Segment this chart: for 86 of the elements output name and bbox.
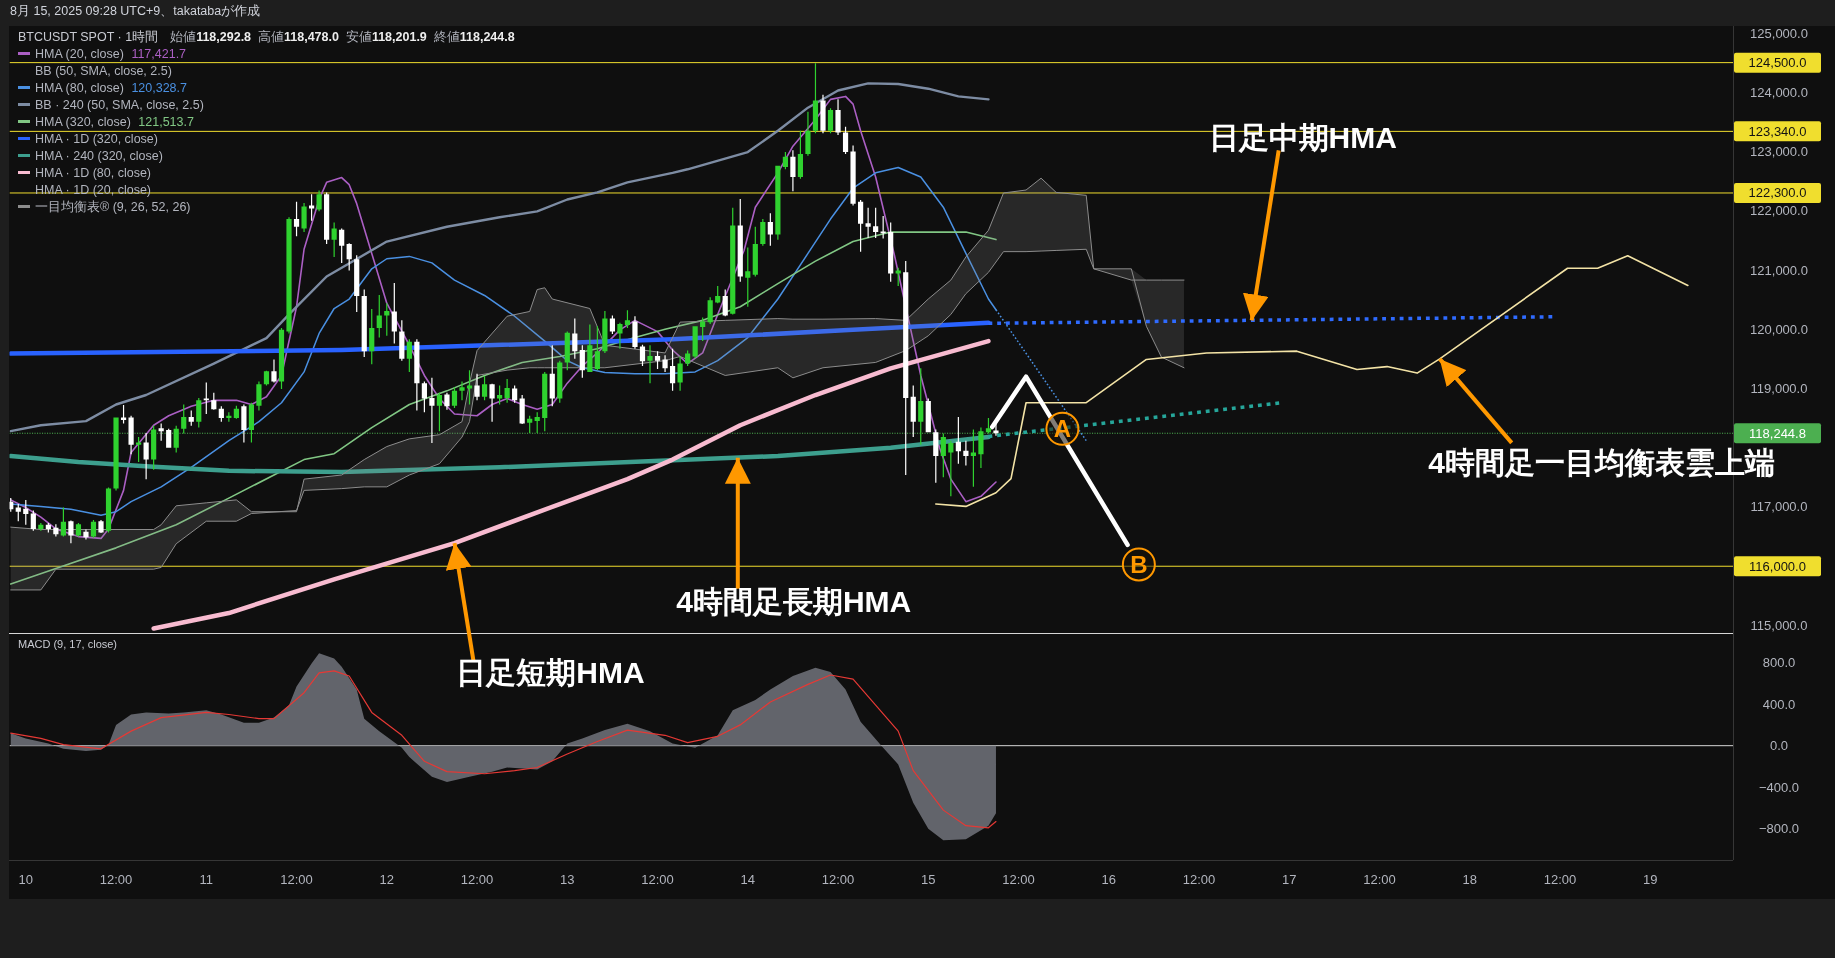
x-tick-label: 11 [199,872,214,887]
y-tick-label: −400.0 [1758,779,1800,795]
x-tick-label: 12:00 [460,872,494,887]
candlestick [647,345,653,384]
candlestick [113,417,119,491]
x-tick-label: 16 [1101,872,1117,887]
x-tick-label: 12:00 [1182,872,1216,887]
x-tick-label: 19 [1643,872,1658,887]
y-tick-label: −800.0 [1758,821,1800,837]
y-tick-label: 0.0 [1769,738,1789,754]
candlestick [662,355,668,372]
candlestick [429,377,435,443]
x-tick-label: 13 [560,872,575,887]
candlestick [128,415,134,455]
y-tick-label: 122,000.0 [1750,203,1808,219]
ref-line-label: 123,340.0 [1748,123,1807,139]
legend-label: 一目均衡表® (9, 26, 52, 26) [35,200,191,214]
candlestick [286,217,292,334]
candlestick [978,427,984,468]
legend-label: HMA (320, close) 121,513.7 [35,115,194,129]
legend-label: HMA · 1D (320, close) [35,132,158,146]
candlestick [301,203,307,233]
annotation: 4時間足長期HMA [676,584,912,618]
x-tick-label: 12:00 [821,872,855,887]
y-tick-label: 119,000.0 [1750,381,1808,396]
candlestick [256,381,262,411]
y-tick-label: 800.0 [1762,655,1796,671]
line-series [9,82,990,433]
line-series [9,231,997,585]
text: 8月 15, 2025 09:28 UTC+9、takatabaが作成 [10,4,261,18]
annotation: A [1053,415,1072,443]
legend-label: HMA · 1D (80, close) [35,166,152,180]
annotation: 4時間足一目均衡表雲上端 [1428,445,1776,479]
ref-line-label: 122,300.0 [1748,185,1807,201]
y-tick-label: 117,000.0 [1750,499,1808,515]
ref-line-label: 116,000.0 [1749,558,1806,574]
line-series [9,95,997,540]
line-series [151,338,991,631]
x-tick-label: 12:00 [1543,872,1577,887]
candlestick [805,111,811,156]
candlestick [617,322,623,349]
y-tick-label: 120,000.0 [1750,321,1808,337]
candlestick [444,392,450,410]
x-tick-label: 18 [1462,872,1478,887]
y-tick-label: 115,000.0 [1750,617,1808,633]
candlestick [850,145,856,206]
x-tick-label: 12:00 [280,872,313,887]
x-tick-label: 12:00 [641,872,674,887]
x-tick-label: 17 [1282,872,1297,887]
ref-line-label: 118,244.8 [1749,425,1806,441]
candlestick [68,520,74,544]
y-tick-label: 121,000.0 [1750,262,1808,278]
annotation: 日足短期HMA [456,656,645,690]
x-tick-label: 15 [921,872,936,887]
annotation: B [1130,550,1148,578]
candlestick [98,520,104,534]
y-tick-label: 125,000.0 [1750,25,1808,41]
candlestick [459,381,465,401]
legend-label: HMA (20, close) 117,421.7 [35,47,187,61]
y-tick-label: 400.0 [1762,696,1796,712]
chart-subtitle: 始値118,292.8 高値118,478.0 安値118,201.9 終値118,244.8 [170,29,515,44]
x-tick-label: 10 [18,872,34,887]
candlestick [83,529,89,540]
candlestick [790,150,796,192]
x-tick-label: 12 [379,872,395,887]
x-tick-label: 12:00 [1002,872,1035,887]
candlestick [820,94,826,134]
chart-title: BTCUSDT SPOT · 1時間 [18,30,159,44]
candlestick [241,404,247,443]
candlestick [835,99,841,135]
x-tick-label: 12:00 [1363,872,1396,887]
chart-title: MACD (9, 17, close) [18,638,118,650]
text: BB (50, SMA, close, 2.5) [35,64,172,78]
candlestick [632,316,638,349]
line-series [9,434,991,475]
legend-label: BB · 240 (50, SMA, close, 2.5) [35,98,204,112]
x-tick-label: 14 [740,872,756,887]
ref-line-label: 124,500.0 [1748,55,1807,71]
y-tick-label: 123,000.0 [1750,144,1808,160]
legend-label: HMA · 240 (320, close) [35,149,163,163]
candlestick [271,359,277,383]
legend-label: HMA (80, close) 120,328.7 [35,81,188,95]
y-tick-label: 124,000.0 [1750,84,1808,100]
candlestick [489,383,495,422]
x-tick-label: 12:00 [99,872,133,887]
candlestick [474,373,480,401]
